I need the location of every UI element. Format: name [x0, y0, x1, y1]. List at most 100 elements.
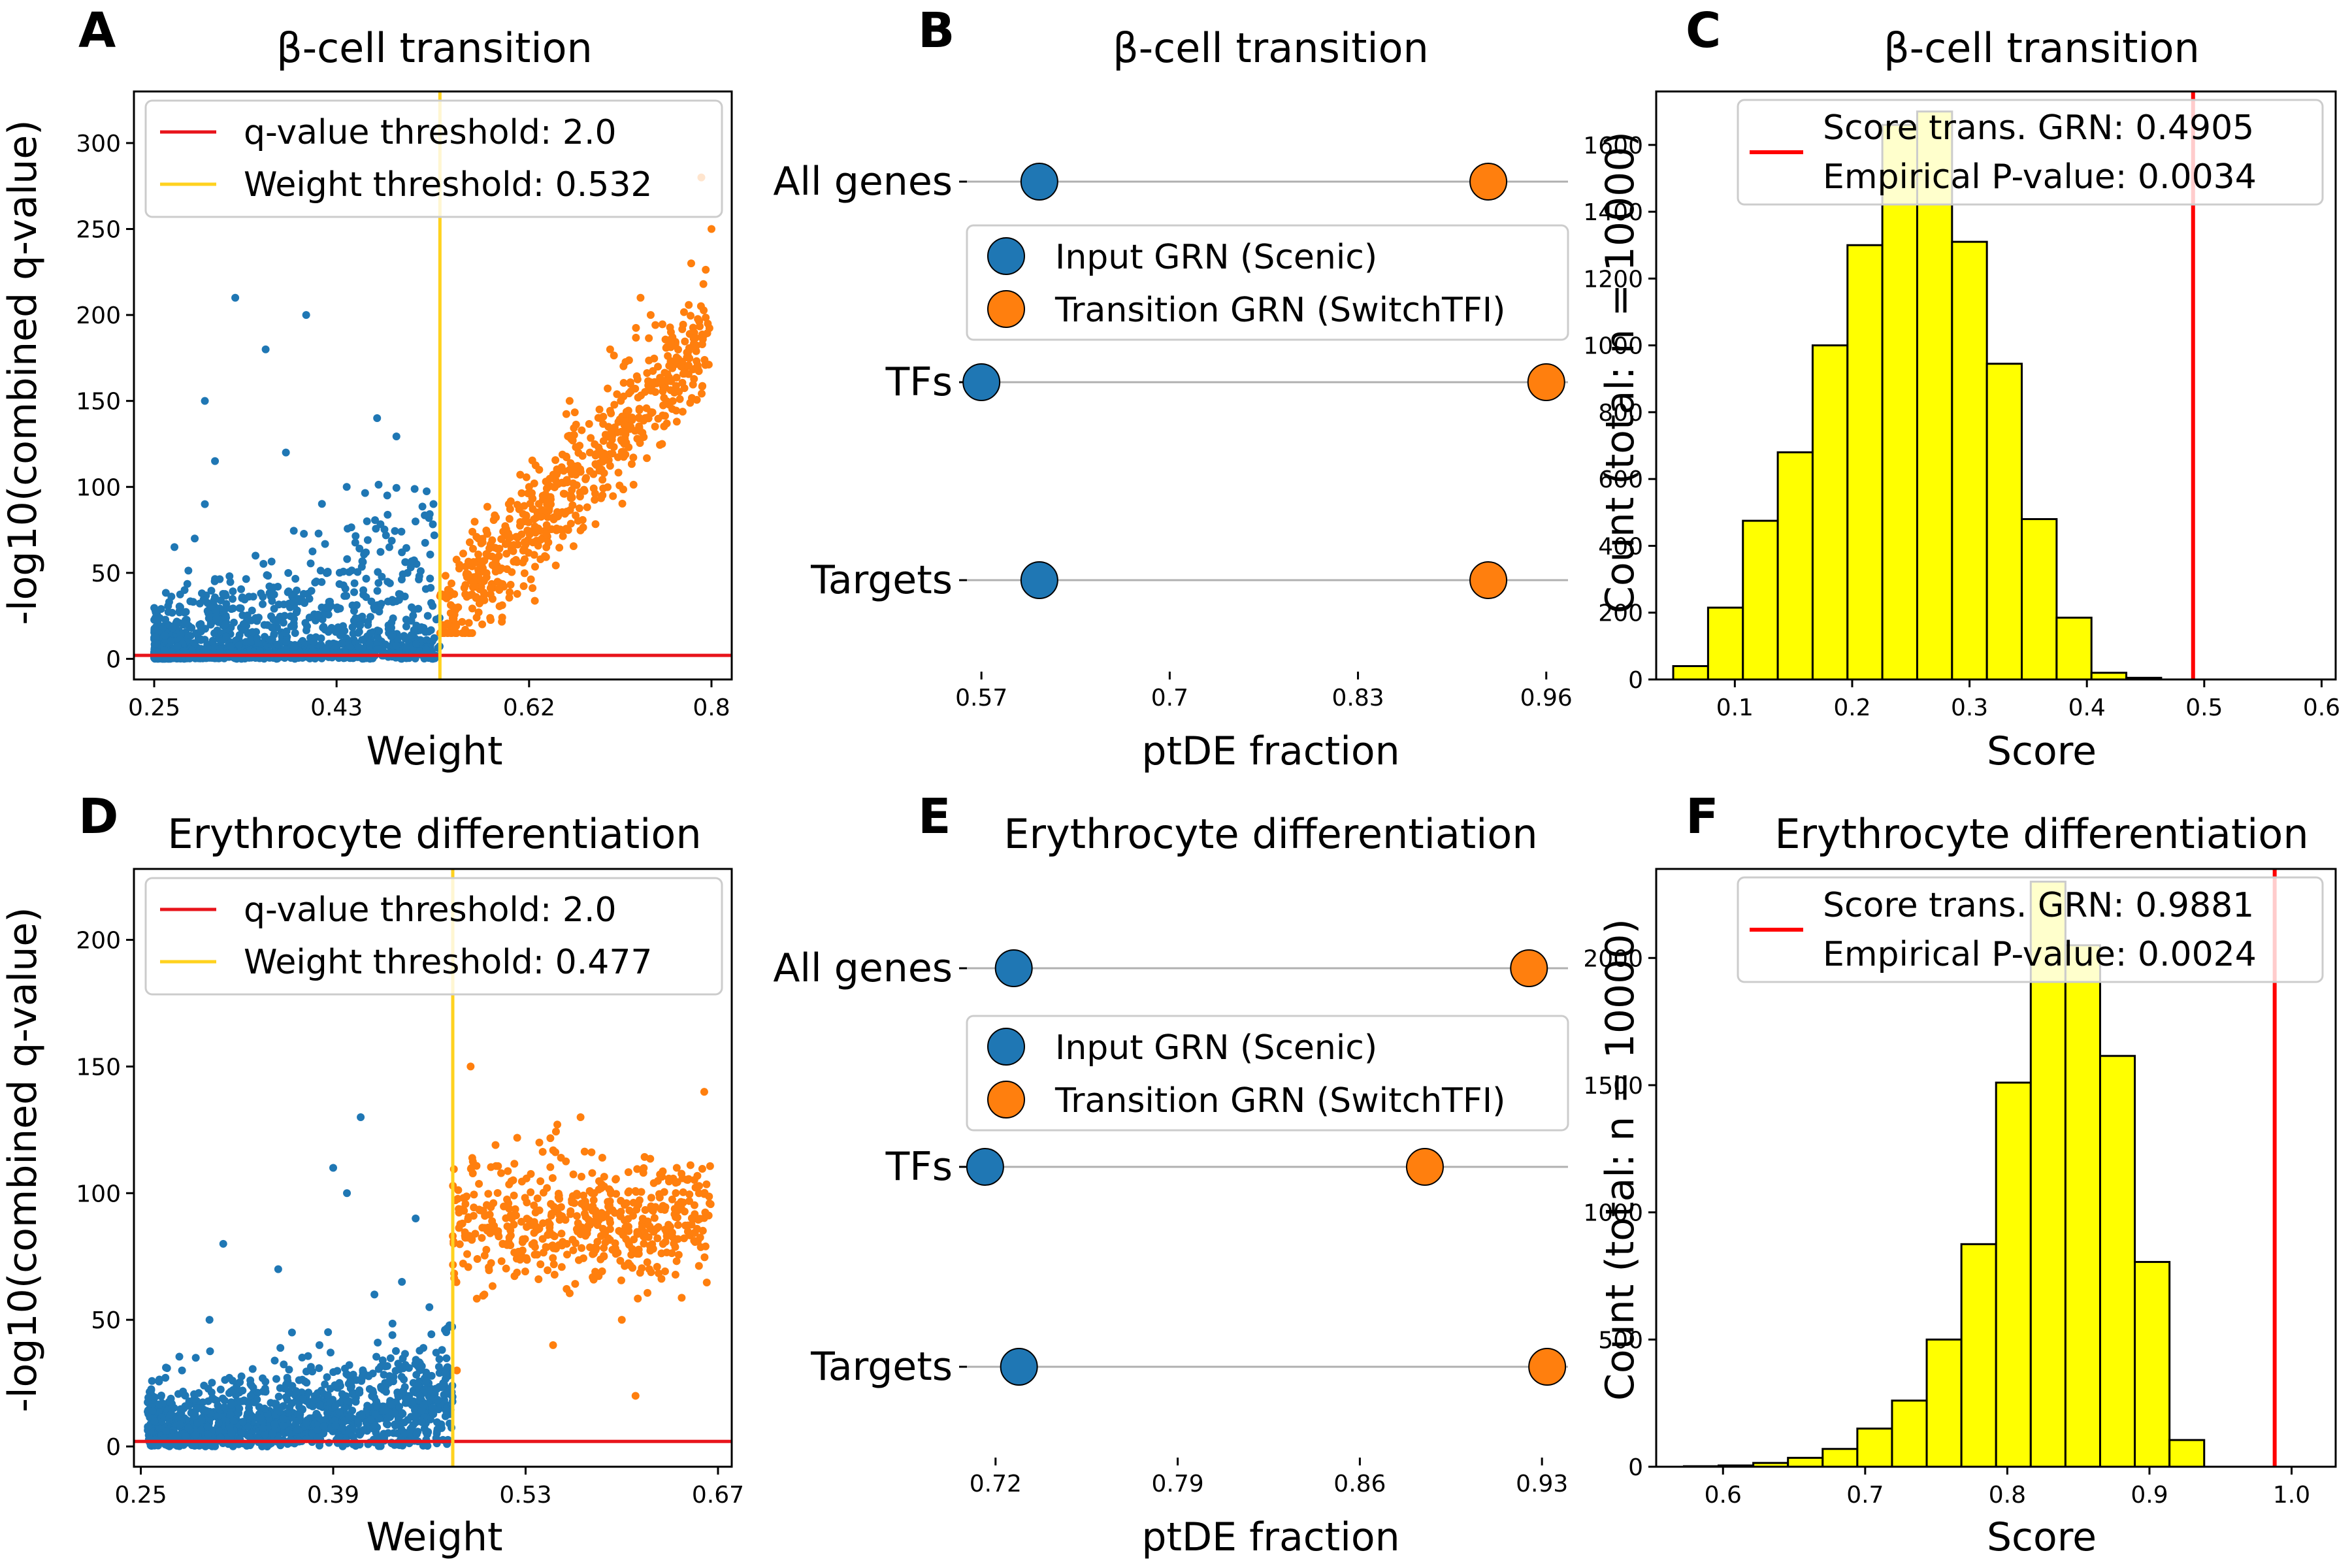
transition-grn-point	[663, 377, 672, 385]
input-grn-point	[306, 559, 315, 568]
transition-grn-point	[642, 1232, 651, 1241]
transition-grn-point	[599, 455, 608, 463]
transition-grn-point	[690, 329, 698, 337]
transition-grn-point	[553, 470, 561, 479]
input-grn-point	[367, 1415, 375, 1424]
input-grn-point	[274, 1265, 282, 1273]
transition-grn-point	[672, 1189, 680, 1198]
input-grn-point	[300, 529, 308, 538]
input-grn-point	[380, 525, 389, 534]
transition-grn-point	[505, 534, 514, 542]
transition-grn-point	[679, 1188, 687, 1196]
chart-b: All genes TFs Targets 0.57 0.7 0.83 0.96 Input …	[773, 159, 1572, 711]
transition-grn-point	[560, 489, 568, 498]
legend-score-label: Score trans. GRN: 0.9881	[1823, 886, 2254, 925]
transition-grn-point	[549, 1341, 557, 1349]
xlabel-c: Score	[1987, 728, 2097, 774]
histogram-bar	[2134, 1261, 2171, 1468]
x-tick-label: 0.57	[955, 685, 1007, 711]
input-grn-point	[191, 639, 199, 647]
transition-grn-point	[665, 361, 674, 370]
input-grn-point	[247, 1381, 255, 1390]
transition-grn-point	[513, 1134, 521, 1142]
input-grn-point	[419, 1401, 428, 1409]
transition-grn-point	[518, 1246, 527, 1254]
transition-grn-point	[679, 370, 687, 378]
input-grn-point	[254, 613, 263, 622]
transition-grn-point	[702, 1278, 711, 1286]
y-tick-label: 100	[76, 1181, 121, 1207]
transition-grn-point	[450, 610, 459, 619]
input-grn-point	[225, 572, 234, 580]
transition-grn-point	[659, 1167, 667, 1175]
input-grn-point	[412, 640, 421, 648]
transition-grn-point	[687, 259, 695, 268]
y-tick-label: 800	[1598, 400, 1643, 427]
transition-grn-point	[462, 563, 470, 571]
transition-grn-point	[629, 1264, 637, 1272]
transition-grn-point	[590, 1249, 598, 1258]
input-grn-point	[398, 1409, 406, 1417]
input-grn-point	[355, 627, 363, 636]
y-tick-label: 0	[106, 1434, 121, 1461]
input-grn-point	[191, 1354, 200, 1362]
input-grn-point	[392, 433, 400, 441]
x-tick-label: 1.0	[2273, 1482, 2310, 1509]
input-grn-point	[333, 603, 342, 612]
transition-grn-point	[553, 1120, 562, 1129]
transition-grn-point	[554, 1193, 563, 1201]
transition-grn-point	[706, 1200, 715, 1209]
input-grn-point	[343, 555, 351, 563]
title-a: β-cell transition	[276, 24, 593, 72]
input-grn-point	[316, 566, 325, 575]
transition-grn-point	[589, 1202, 597, 1211]
transition-grn-point	[500, 1202, 508, 1211]
transition-grn-point	[472, 594, 480, 602]
x-tick-label: 0.62	[503, 694, 555, 721]
legend-input-grn-label: Input GRN (Scenic)	[1055, 1028, 1377, 1068]
transition-grn-point	[556, 525, 564, 534]
input-grn-point	[351, 532, 360, 540]
transition-grn-point	[553, 508, 561, 516]
input-grn-point	[166, 1411, 174, 1419]
y-tick-label: 50	[91, 561, 121, 587]
input-grn-point	[289, 615, 298, 623]
transition-grn-point	[520, 502, 529, 510]
x-tick-label: 0.79	[1152, 1471, 1204, 1497]
transition-grn-point	[701, 1242, 710, 1250]
input-grn-point	[359, 1426, 367, 1434]
input-grn-point	[319, 623, 327, 632]
input-grn-point	[242, 638, 250, 646]
transition-grn-point	[491, 563, 499, 571]
input-grn-point	[225, 1423, 234, 1431]
input-grn-point	[272, 617, 281, 626]
transition-grn-point	[624, 1215, 632, 1223]
transition-grn-point	[636, 1269, 644, 1277]
transition-grn-point	[568, 493, 576, 502]
input-grn-point	[438, 1346, 446, 1354]
transition-grn-point	[590, 1189, 598, 1198]
transition-grn-point	[471, 583, 480, 591]
transition-grn-point	[620, 1201, 629, 1209]
input-grn-point	[269, 1429, 277, 1437]
y-tick-label: 250	[76, 217, 121, 244]
transition-grn-point	[661, 1267, 669, 1275]
legend-weight-threshold-label: Weight threshold: 0.477	[244, 943, 653, 982]
transition-grn-point	[470, 559, 478, 568]
input-grn-point	[204, 614, 213, 623]
transition-grn-point	[470, 1190, 478, 1199]
input-grn-point	[302, 1419, 310, 1428]
input-grn-point	[268, 623, 276, 632]
x-tick-label: 0.43	[310, 694, 363, 721]
transition-grn-point	[650, 354, 659, 363]
transition-grn-point	[470, 517, 479, 526]
input-grn-dot	[1020, 163, 1058, 201]
x-tick-label: 0.53	[499, 1482, 551, 1509]
transition-grn-point	[610, 400, 619, 409]
input-grn-dot	[1020, 561, 1058, 599]
input-grn-point	[216, 647, 224, 656]
transition-grn-point	[536, 555, 545, 563]
input-grn-point	[302, 1379, 311, 1387]
transition-grn-point	[448, 580, 456, 588]
transition-grn-point	[678, 325, 687, 333]
